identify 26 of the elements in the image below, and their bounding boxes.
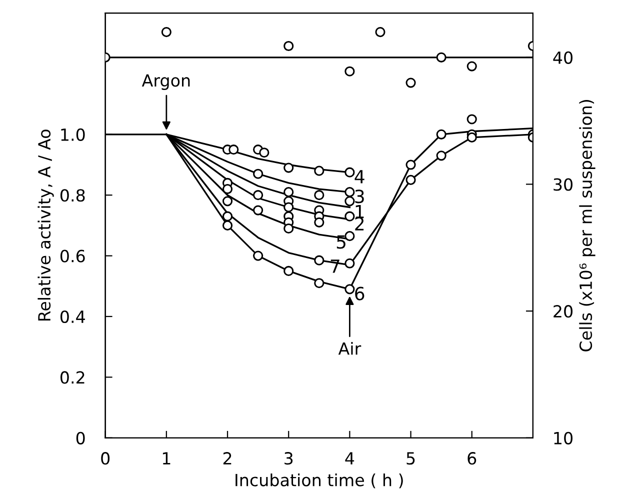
x-tick-label: 5: [406, 452, 415, 465]
annotation: Argon: [142, 74, 190, 90]
y-tick-label: 0.4: [60, 310, 85, 324]
y-tick-label: 0: [76, 432, 85, 444]
x-tick-label: 1: [162, 452, 170, 464]
x-tick-label: 2: [223, 452, 232, 464]
annotation: 6: [355, 286, 364, 300]
x-tick-label: 4: [345, 452, 354, 464]
y-tick-label: 0.2: [60, 371, 84, 384]
y-tick-label: 0.8: [60, 189, 85, 202]
y2-tick-label: 40: [553, 51, 572, 64]
y-axis-title: Relative activity, A / Ao: [38, 130, 54, 321]
x-tick-label: 0: [101, 452, 110, 465]
y-tick-label: 0.6: [60, 250, 85, 262]
y2-axis-title: Cells (x10⁶ per ml suspension): [579, 100, 596, 352]
x-axis-title: Incubation time ( h ): [236, 473, 403, 488]
y2-tick-label: 30: [554, 178, 572, 191]
y-tick-label: 1.0: [61, 128, 85, 141]
annotation: 3: [355, 190, 364, 204]
annotation: Air: [338, 342, 362, 355]
y2-tick-label: 20: [554, 305, 572, 318]
annotation: 5: [336, 235, 346, 249]
annotation: 4: [354, 170, 364, 184]
x-tick-label: 6: [468, 452, 476, 465]
x-tick-label: 3: [284, 452, 293, 465]
y2-tick-label: 10: [554, 432, 572, 444]
